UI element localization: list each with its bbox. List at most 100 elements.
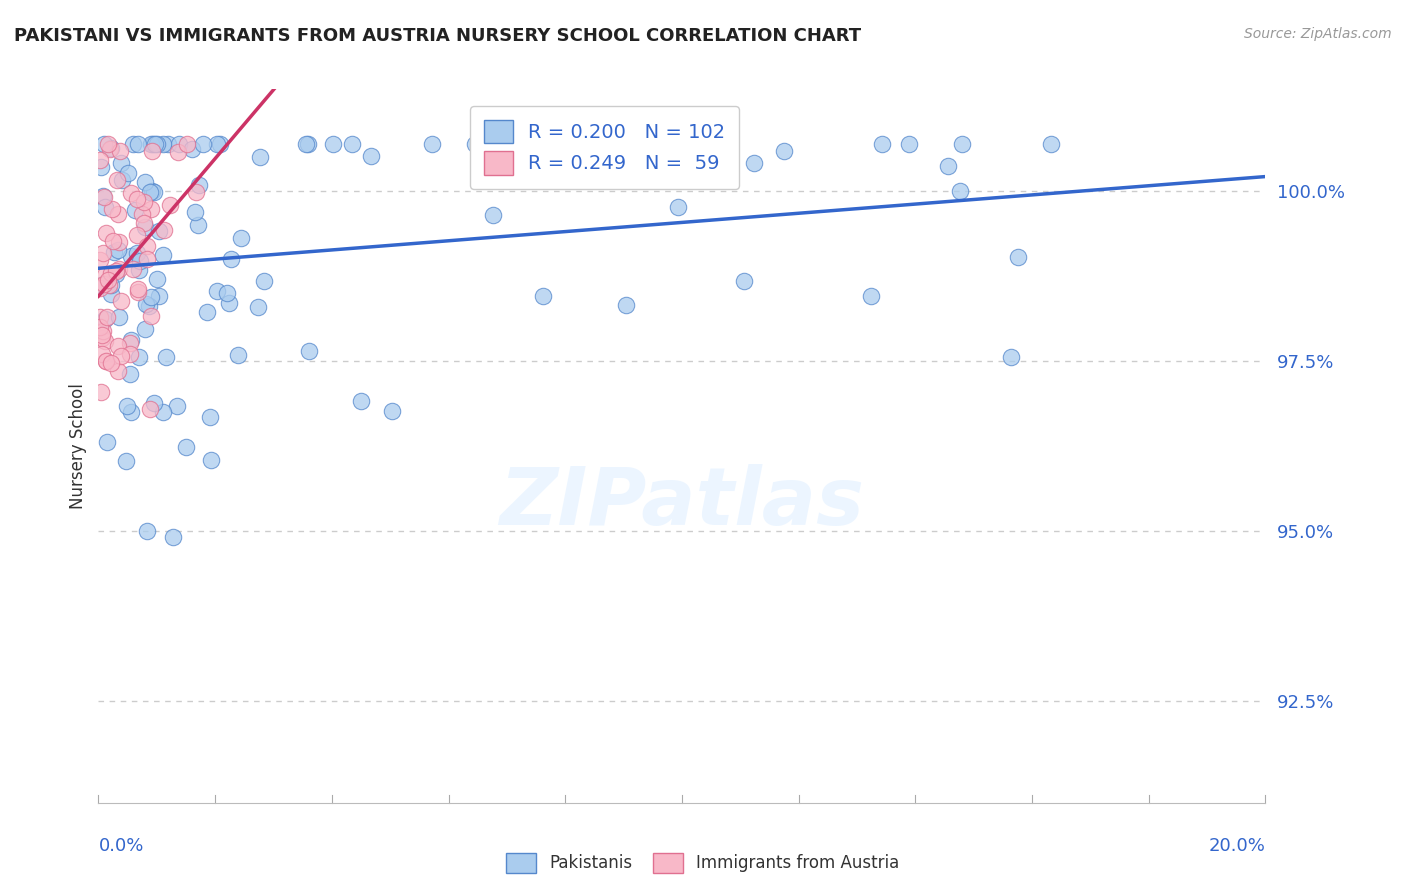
Point (96, 353, 118, 368)
Point (103, 234, 125, 248)
Point (184, 185, 207, 199)
Point (89, 153, 111, 167)
Point (145, 136, 167, 151)
Text: ZIPatlas: ZIPatlas (499, 464, 865, 542)
Point (131, 207, 153, 221)
Point (91, 189, 114, 203)
Point (141, 290, 163, 304)
Point (96, 434, 118, 449)
Point (107, 364, 129, 378)
Point (91, 246, 114, 260)
Point (122, 262, 145, 277)
Point (381, 403, 404, 417)
Point (103, 244, 125, 259)
Point (187, 178, 209, 192)
Point (464, 136, 486, 151)
Point (97, 273, 120, 287)
Point (148, 224, 170, 238)
Point (142, 136, 165, 151)
Point (1040, 136, 1063, 151)
Point (135, 297, 157, 311)
Point (143, 185, 166, 199)
Point (94, 334, 117, 348)
Point (90, 331, 112, 345)
Y-axis label: Nursery School: Nursery School (69, 383, 87, 509)
Point (100, 267, 122, 281)
Point (134, 195, 156, 210)
Point (139, 309, 162, 323)
Point (120, 249, 142, 263)
Point (860, 289, 883, 303)
Point (195, 304, 218, 318)
Point (111, 173, 134, 187)
Point (152, 405, 174, 419)
Point (198, 410, 221, 425)
Point (152, 223, 174, 237)
Point (125, 246, 148, 260)
Text: 0.0%: 0.0% (98, 837, 143, 855)
Point (950, 136, 973, 151)
Point (120, 404, 142, 418)
Text: PAKISTANI VS IMMIGRANTS FROM AUSTRIA NURSERY SCHOOL CORRELATION CHART: PAKISTANI VS IMMIGRANTS FROM AUSTRIA NUR… (14, 27, 862, 45)
Point (96, 226, 118, 240)
Point (121, 136, 143, 151)
Point (90, 328, 112, 343)
Point (134, 322, 156, 336)
Point (94, 268, 117, 282)
Point (100, 278, 122, 293)
Point (360, 149, 382, 163)
Point (100, 141, 122, 155)
Point (89, 252, 111, 267)
Point (124, 202, 146, 217)
Point (936, 159, 959, 173)
Point (127, 136, 149, 151)
Point (162, 530, 184, 544)
Point (98, 142, 121, 156)
Point (141, 144, 163, 158)
Point (138, 401, 160, 416)
Point (218, 296, 240, 310)
Point (136, 524, 159, 538)
Point (108, 235, 131, 250)
Point (100, 356, 122, 370)
Point (155, 350, 177, 364)
Point (110, 349, 132, 363)
Point (97, 136, 120, 151)
Point (135, 252, 157, 266)
Point (118, 367, 141, 381)
Point (482, 208, 505, 222)
Point (127, 228, 149, 243)
Legend: Pakistanis, Immigrants from Austria: Pakistanis, Immigrants from Austria (499, 847, 907, 880)
Point (139, 136, 162, 151)
Point (134, 219, 156, 234)
Point (127, 282, 149, 296)
Point (134, 175, 156, 189)
Point (322, 136, 344, 151)
Point (105, 264, 128, 278)
Point (90, 278, 112, 293)
Point (96, 354, 118, 368)
Point (120, 186, 142, 200)
Point (129, 253, 152, 268)
Text: Source: ZipAtlas.com: Source: ZipAtlas.com (1244, 27, 1392, 41)
Point (101, 202, 124, 217)
Point (105, 172, 128, 186)
Point (187, 219, 209, 233)
Point (93, 324, 115, 338)
Point (870, 136, 893, 151)
Point (949, 185, 972, 199)
Point (531, 289, 554, 303)
Point (191, 136, 214, 151)
Point (97, 277, 120, 292)
Point (108, 261, 131, 276)
Point (156, 136, 179, 151)
Point (107, 339, 129, 353)
Point (142, 395, 165, 409)
Point (200, 452, 222, 467)
Point (152, 136, 174, 151)
Point (138, 299, 160, 313)
Point (298, 343, 321, 358)
Point (110, 294, 132, 309)
Point (246, 301, 269, 315)
Point (167, 136, 190, 151)
